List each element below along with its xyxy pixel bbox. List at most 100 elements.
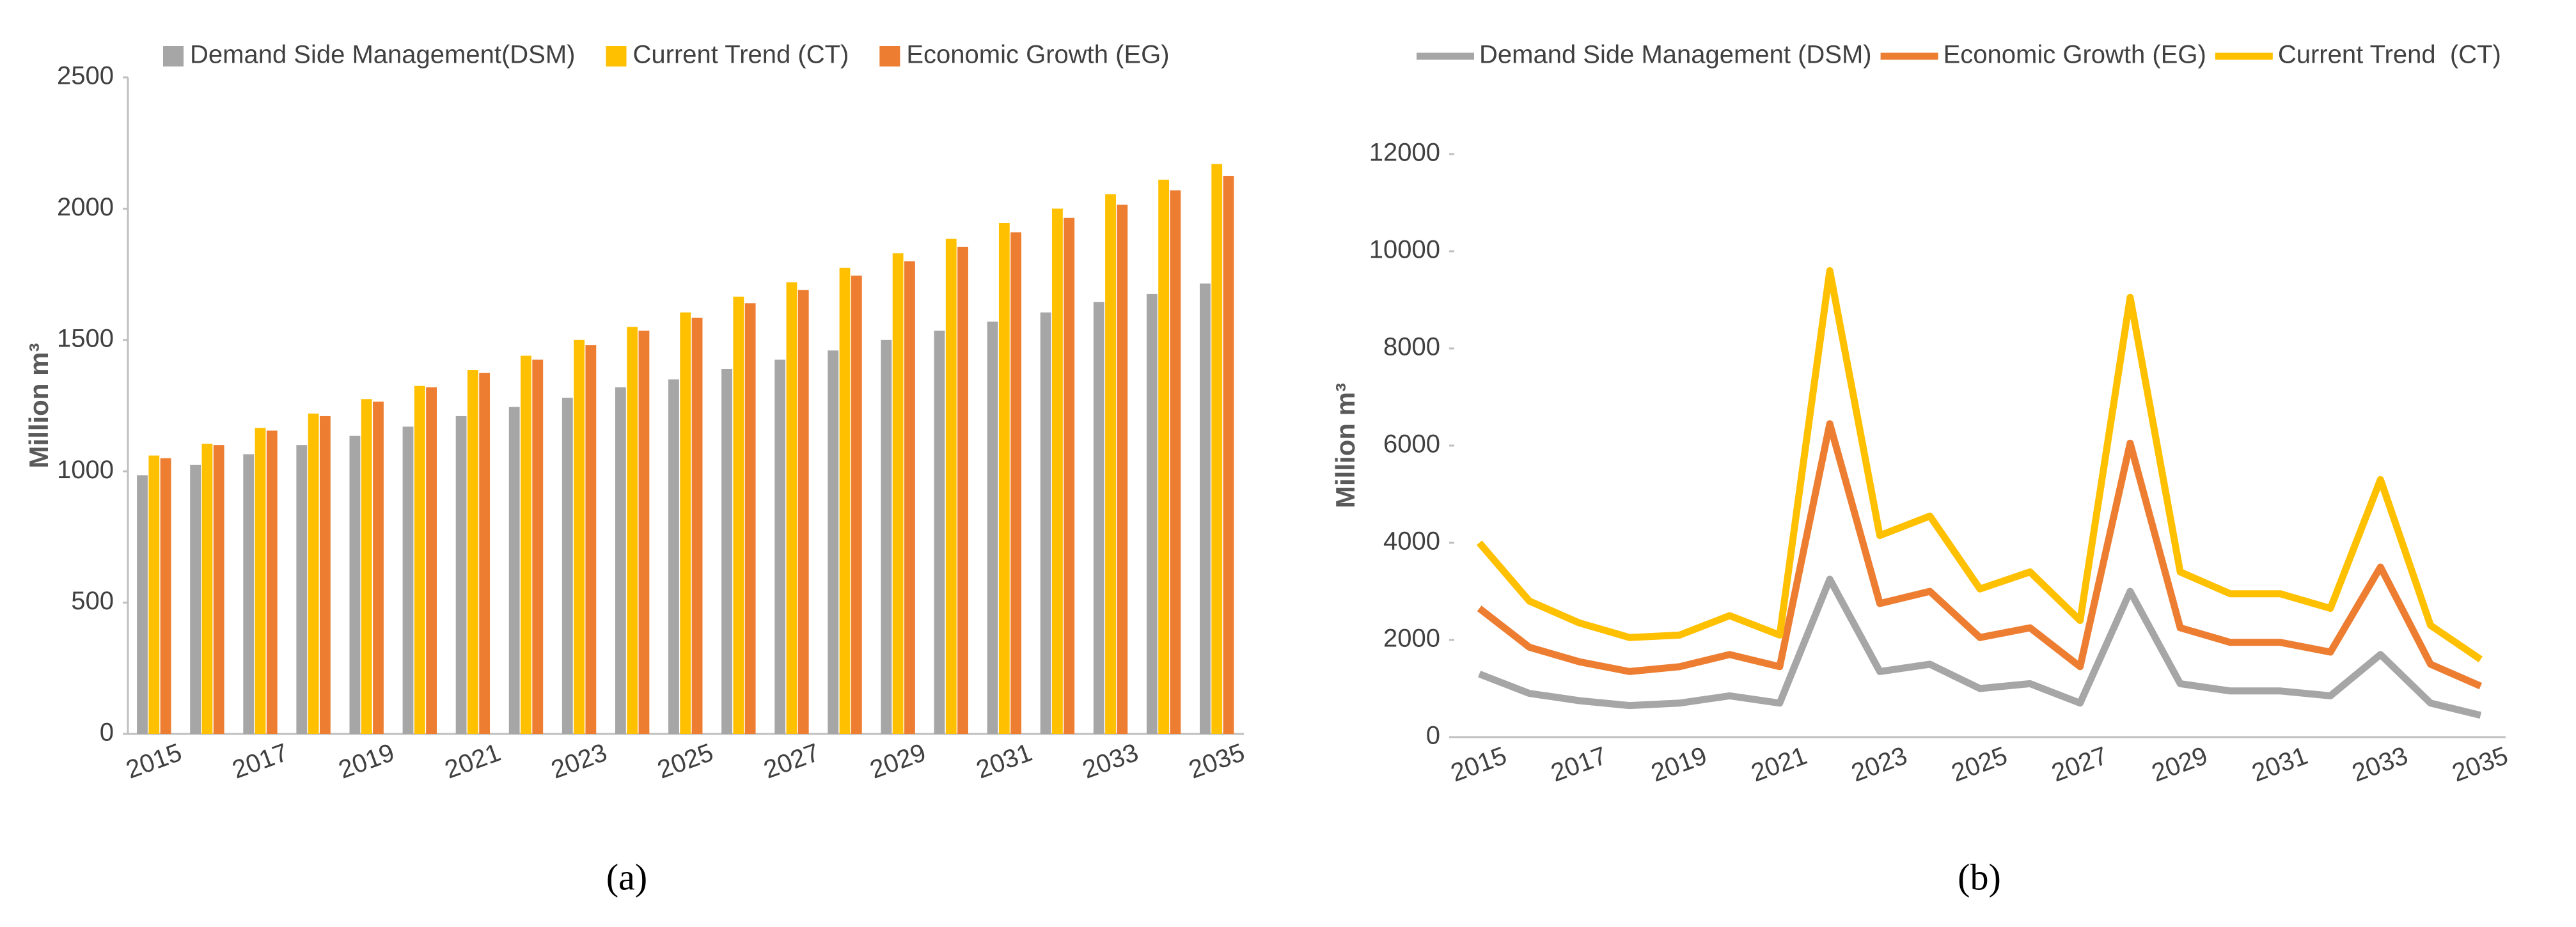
y-tick-label: 2000 <box>57 193 114 221</box>
bar <box>839 267 851 735</box>
line-series <box>1476 267 2483 662</box>
legend-label: Economic Growth (EG) <box>906 41 1169 69</box>
bar <box>479 373 491 734</box>
x-tick-label: 2035 <box>2449 742 2512 788</box>
bar <box>934 331 945 734</box>
bar <box>1117 205 1128 734</box>
bar <box>508 407 520 734</box>
bar <box>881 339 892 734</box>
bar <box>296 445 308 734</box>
x-tick-label: 2033 <box>1079 738 1142 784</box>
bar <box>721 368 732 734</box>
x-tick-label: 2029 <box>2148 742 2211 788</box>
bar <box>1223 176 1234 734</box>
bar <box>160 458 171 734</box>
bar <box>426 387 437 734</box>
x-tick-label: 2019 <box>1647 742 1711 788</box>
legend-swatch <box>879 46 900 66</box>
bar <box>786 282 797 734</box>
bar <box>402 426 414 734</box>
x-tick-label: 2025 <box>654 738 717 784</box>
bar <box>1158 180 1170 734</box>
x-tick-label: 2023 <box>1848 742 1911 788</box>
x-tick-label: 2021 <box>1748 742 1811 788</box>
bar <box>744 303 756 735</box>
bar <box>585 345 597 734</box>
bar <box>1211 164 1223 735</box>
bar <box>1052 208 1063 734</box>
y-tick-label: 0 <box>100 719 114 747</box>
bar <box>243 454 255 734</box>
bar <box>797 290 809 734</box>
bar <box>1093 302 1104 734</box>
legend-swatch <box>606 46 627 66</box>
x-tick-label: 2017 <box>229 738 292 784</box>
bar <box>638 331 650 734</box>
bar <box>455 416 467 734</box>
legend-swatch <box>163 46 184 66</box>
bar <box>361 399 372 734</box>
bar <box>668 379 679 734</box>
x-tick-label: 2031 <box>2249 742 2312 788</box>
bar <box>467 370 478 734</box>
bar <box>319 416 331 734</box>
x-tick-label: 2015 <box>122 738 185 784</box>
bar <box>266 430 278 734</box>
y-tick-label: 2500 <box>57 62 114 90</box>
bar <box>562 398 573 734</box>
bar <box>615 387 626 734</box>
bar <box>213 445 224 734</box>
legend-label: Demand Side Management (DSM) <box>1479 41 1872 69</box>
bar <box>148 455 160 734</box>
x-tick-label: 2035 <box>1185 738 1248 784</box>
bar <box>998 222 1010 734</box>
bar <box>137 475 148 734</box>
line-series <box>1477 420 2483 690</box>
bar <box>987 322 998 734</box>
y-tick-label: 4000 <box>1383 527 1440 556</box>
y-tick-label: 12000 <box>1369 139 1440 167</box>
x-tick-label: 2021 <box>441 738 505 784</box>
y-tick-label: 1500 <box>57 324 114 352</box>
legend-label: Demand Side Management(DSM) <box>190 41 575 69</box>
y-tick-label: 2000 <box>1383 625 1440 653</box>
bar <box>1040 312 1051 734</box>
bar <box>308 413 319 734</box>
caption: (a) <box>606 856 647 898</box>
legend-label: Current Trend (CT) <box>2278 41 2501 69</box>
bar <box>190 464 201 734</box>
bar <box>733 297 744 734</box>
bar <box>851 276 862 734</box>
legend-label: Economic Growth (EG) <box>1944 41 2206 69</box>
bar <box>691 317 703 735</box>
x-tick-label: 2031 <box>973 738 1036 784</box>
x-tick-label: 2025 <box>1948 742 2011 788</box>
x-tick-label: 2019 <box>335 738 398 784</box>
bar <box>1146 293 1158 734</box>
bar <box>574 339 585 734</box>
bar <box>892 253 904 735</box>
legend-label: Current Trend (CT) <box>632 41 849 69</box>
x-tick-label: 2023 <box>547 738 611 784</box>
y-tick-label: 0 <box>1426 722 1440 750</box>
bar <box>945 238 957 735</box>
bar <box>904 261 915 734</box>
x-tick-label: 2027 <box>2048 742 2111 788</box>
x-tick-label: 2029 <box>867 738 930 784</box>
y-axis-title: Million m³ <box>24 343 54 469</box>
bar <box>414 386 425 734</box>
bar <box>255 428 266 734</box>
y-tick-label: 6000 <box>1383 430 1440 458</box>
y-axis-title: Million m³ <box>1330 383 1360 508</box>
bar <box>828 350 839 734</box>
bar <box>680 312 691 734</box>
bar <box>373 401 384 734</box>
y-tick-label: 8000 <box>1383 333 1440 361</box>
bar <box>201 444 213 734</box>
bar <box>1010 232 1022 734</box>
x-tick-label: 2027 <box>760 738 824 784</box>
bar <box>1200 283 1211 734</box>
y-tick-label: 1000 <box>57 456 114 484</box>
